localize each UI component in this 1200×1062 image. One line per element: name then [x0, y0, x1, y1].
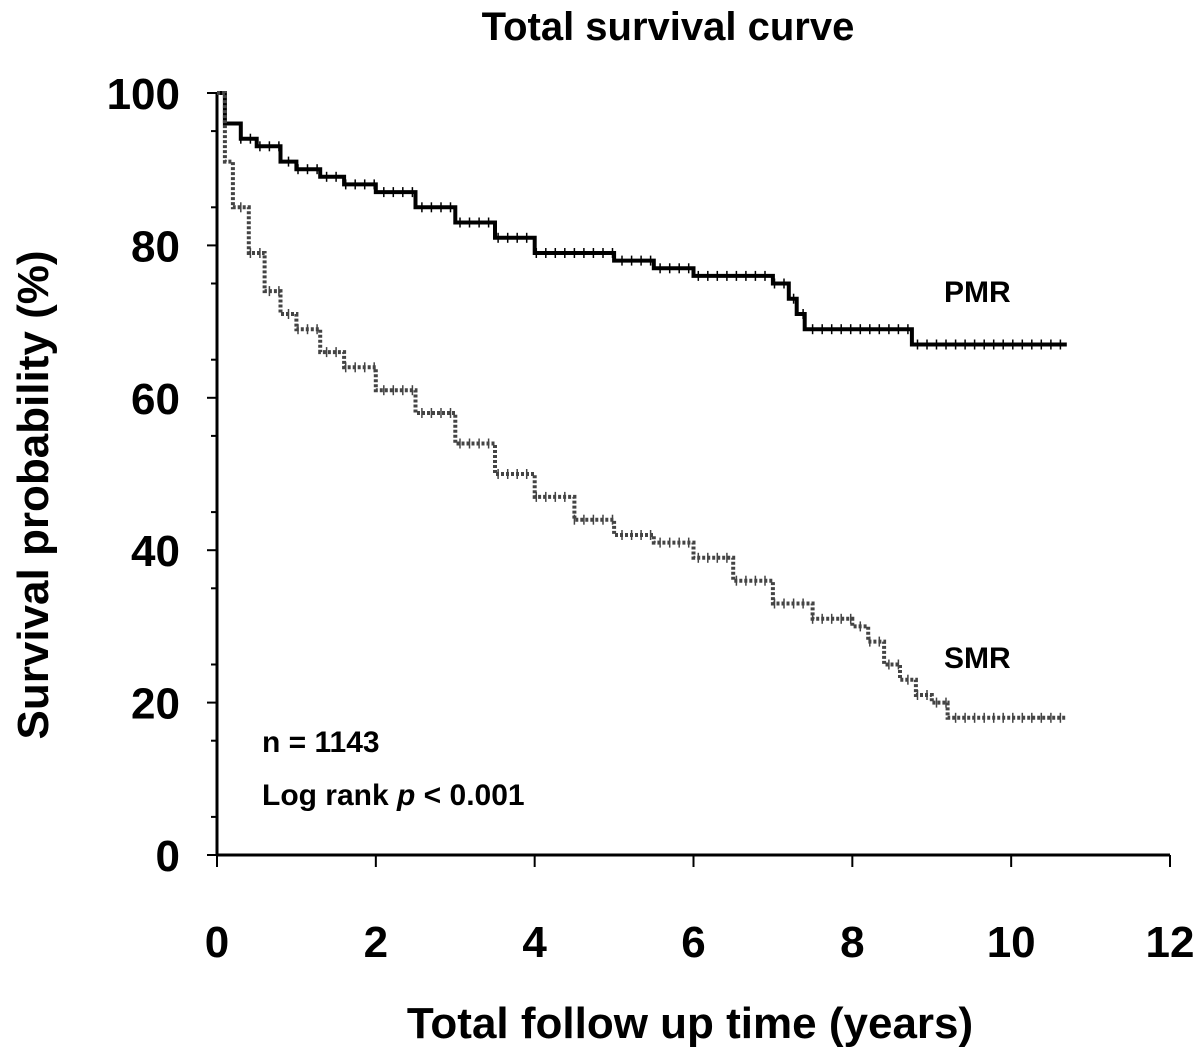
- chart-title: Total survival curve: [482, 5, 855, 49]
- x-tick-label: 0: [205, 918, 229, 967]
- x-tick-label: 10: [987, 918, 1036, 967]
- sample-size-annotation: n = 1143: [262, 726, 380, 759]
- y-tick-label: 80: [131, 222, 180, 271]
- logrank-p: p: [396, 779, 415, 812]
- series-line-smr: [217, 91, 1067, 720]
- censor-ticks-smr: [240, 202, 1062, 723]
- x-tick-label: 4: [522, 918, 547, 967]
- censor-ticks-pmr: [240, 133, 1062, 350]
- logrank-annotation: Log rank p < 0.001: [262, 779, 525, 812]
- series-line-pmr: [217, 91, 1067, 347]
- series-group: [217, 91, 1067, 723]
- y-tick-label: 20: [131, 680, 180, 729]
- y-tick-label: 40: [131, 527, 180, 576]
- y-axis-label: Survival probability (%): [9, 251, 58, 740]
- x-tick-label: 2: [364, 918, 388, 967]
- logrank-suffix: < 0.001: [415, 779, 524, 812]
- x-tick-label: 12: [1146, 918, 1195, 967]
- ticks: 0 2 4 6 8 10 12 0 20 40 60 80 100: [107, 70, 1195, 967]
- y-tick-label: 100: [107, 70, 180, 119]
- logrank-prefix: Log rank: [262, 779, 397, 812]
- y-tick-label: 0: [156, 832, 180, 881]
- y-tick-label: 60: [131, 375, 180, 424]
- x-tick-label: 6: [681, 918, 705, 967]
- series-label-smr: SMR: [944, 642, 1011, 675]
- x-tick-label: 8: [840, 918, 864, 967]
- series-label-pmr: PMR: [944, 276, 1011, 309]
- x-axis-label: Total follow up time (years): [407, 999, 973, 1048]
